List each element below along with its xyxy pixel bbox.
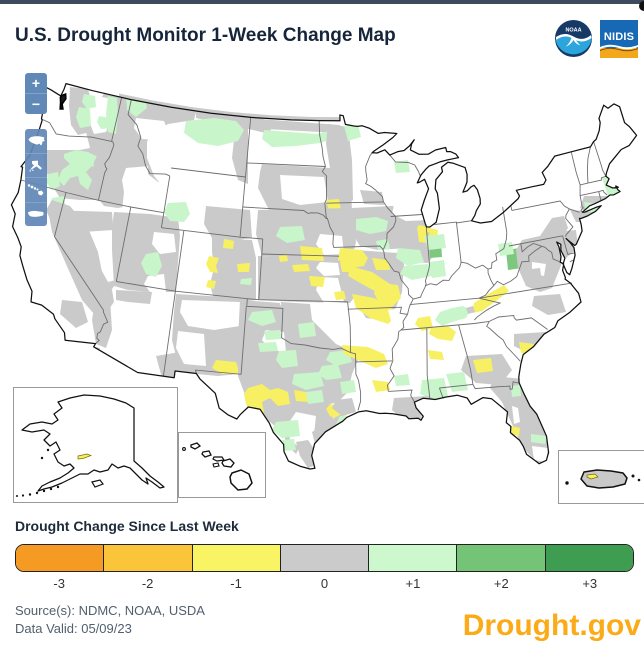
svg-text:NIDIS: NIDIS [604,31,634,43]
svg-text:NOAA: NOAA [565,28,581,34]
